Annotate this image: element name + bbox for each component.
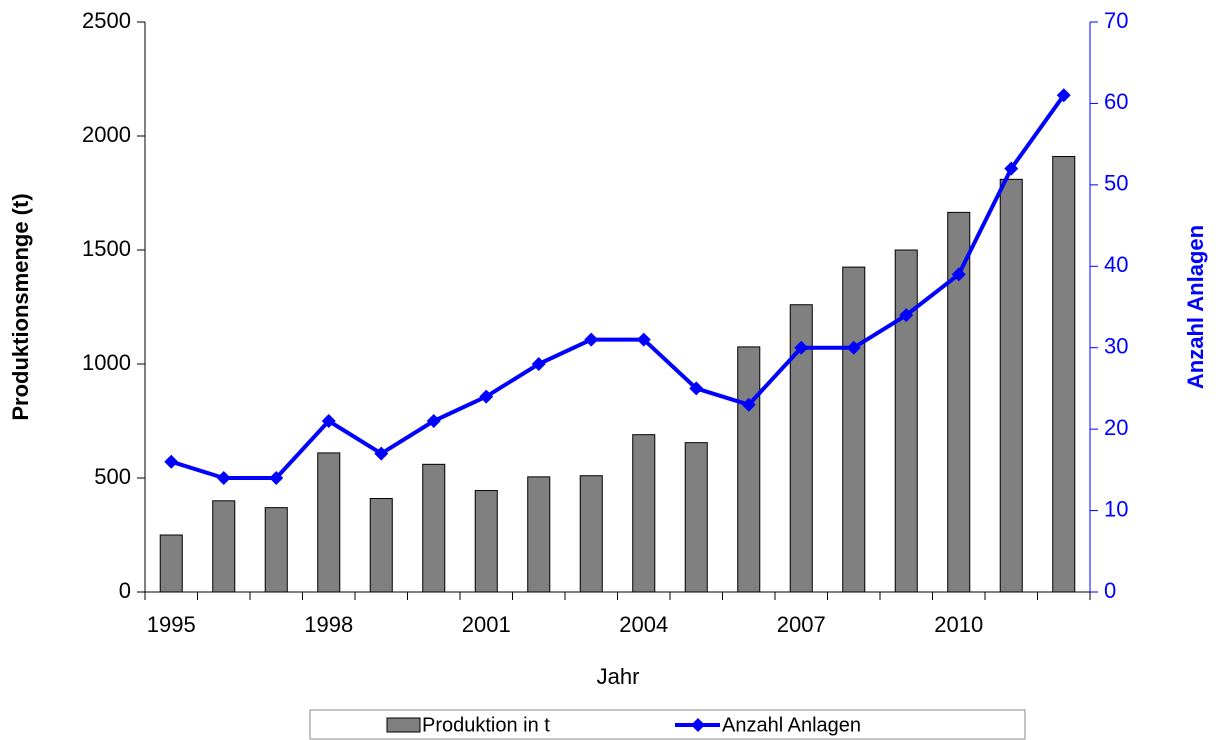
bar bbox=[737, 346, 761, 593]
y2-tick-label: 20 bbox=[1104, 415, 1128, 440]
marker bbox=[636, 332, 651, 347]
marker bbox=[531, 357, 546, 371]
bar bbox=[264, 507, 288, 593]
y2-tick-label: 50 bbox=[1104, 171, 1128, 196]
y-tick-label: 2500 bbox=[82, 8, 131, 33]
bar bbox=[632, 434, 656, 593]
marker bbox=[479, 389, 494, 404]
bar bbox=[579, 475, 603, 593]
bar bbox=[842, 266, 866, 593]
bar bbox=[159, 534, 183, 593]
y2-tick-label: 60 bbox=[1104, 89, 1128, 114]
y2-tick-label: 40 bbox=[1104, 252, 1128, 277]
marker bbox=[899, 308, 914, 323]
legend-marker bbox=[691, 718, 705, 732]
marker bbox=[951, 267, 966, 282]
y-axis-title: Produktionsmenge (t) bbox=[8, 193, 33, 420]
y2-axis-title: Anzahl Anlagen bbox=[1183, 225, 1208, 389]
line bbox=[170, 94, 1066, 480]
x-tick-label: 2001 bbox=[462, 612, 511, 637]
bar bbox=[212, 500, 236, 593]
bar bbox=[1052, 156, 1076, 593]
bar bbox=[999, 178, 1023, 593]
marker bbox=[164, 454, 179, 469]
marker bbox=[426, 414, 441, 428]
marker bbox=[216, 471, 231, 485]
y2-tick-label: 70 bbox=[1104, 8, 1128, 33]
bar bbox=[317, 452, 341, 593]
marker bbox=[741, 397, 756, 412]
marker bbox=[321, 414, 336, 428]
marker bbox=[584, 332, 599, 347]
bar bbox=[894, 249, 918, 593]
marker bbox=[269, 471, 284, 485]
y-tick-label: 1000 bbox=[82, 350, 131, 375]
bar bbox=[369, 498, 393, 593]
legend-box bbox=[309, 709, 1026, 740]
x-axis-title: Jahr bbox=[597, 664, 640, 689]
marker bbox=[846, 340, 861, 355]
y-tick-label: 500 bbox=[94, 464, 131, 489]
marker bbox=[374, 446, 389, 461]
legend-swatch bbox=[386, 717, 421, 733]
marker bbox=[1004, 161, 1019, 176]
marker bbox=[794, 340, 809, 355]
x-tick-label: 1998 bbox=[304, 612, 353, 637]
y2-tick-label: 30 bbox=[1104, 334, 1128, 359]
bar bbox=[789, 304, 813, 593]
marker bbox=[1056, 88, 1071, 103]
bar bbox=[527, 476, 551, 593]
y-tick-label: 0 bbox=[119, 578, 131, 603]
x-tick-label: 2007 bbox=[777, 612, 826, 637]
y-tick-label: 1500 bbox=[82, 236, 131, 261]
x-tick-label: 2004 bbox=[619, 612, 668, 637]
legend-label: Anzahl Anlagen bbox=[722, 714, 861, 736]
y-tick-label: 2000 bbox=[82, 122, 131, 147]
y2-tick-label: 10 bbox=[1104, 496, 1128, 521]
x-tick-label: 1995 bbox=[147, 612, 196, 637]
bar bbox=[947, 211, 971, 593]
y2-tick-label: 0 bbox=[1104, 578, 1116, 603]
bar bbox=[422, 463, 446, 593]
bar bbox=[474, 490, 498, 593]
x-tick-label: 2010 bbox=[934, 612, 983, 637]
legend-label: Produktion in t bbox=[422, 714, 550, 736]
bar bbox=[684, 442, 708, 593]
marker bbox=[689, 381, 704, 396]
